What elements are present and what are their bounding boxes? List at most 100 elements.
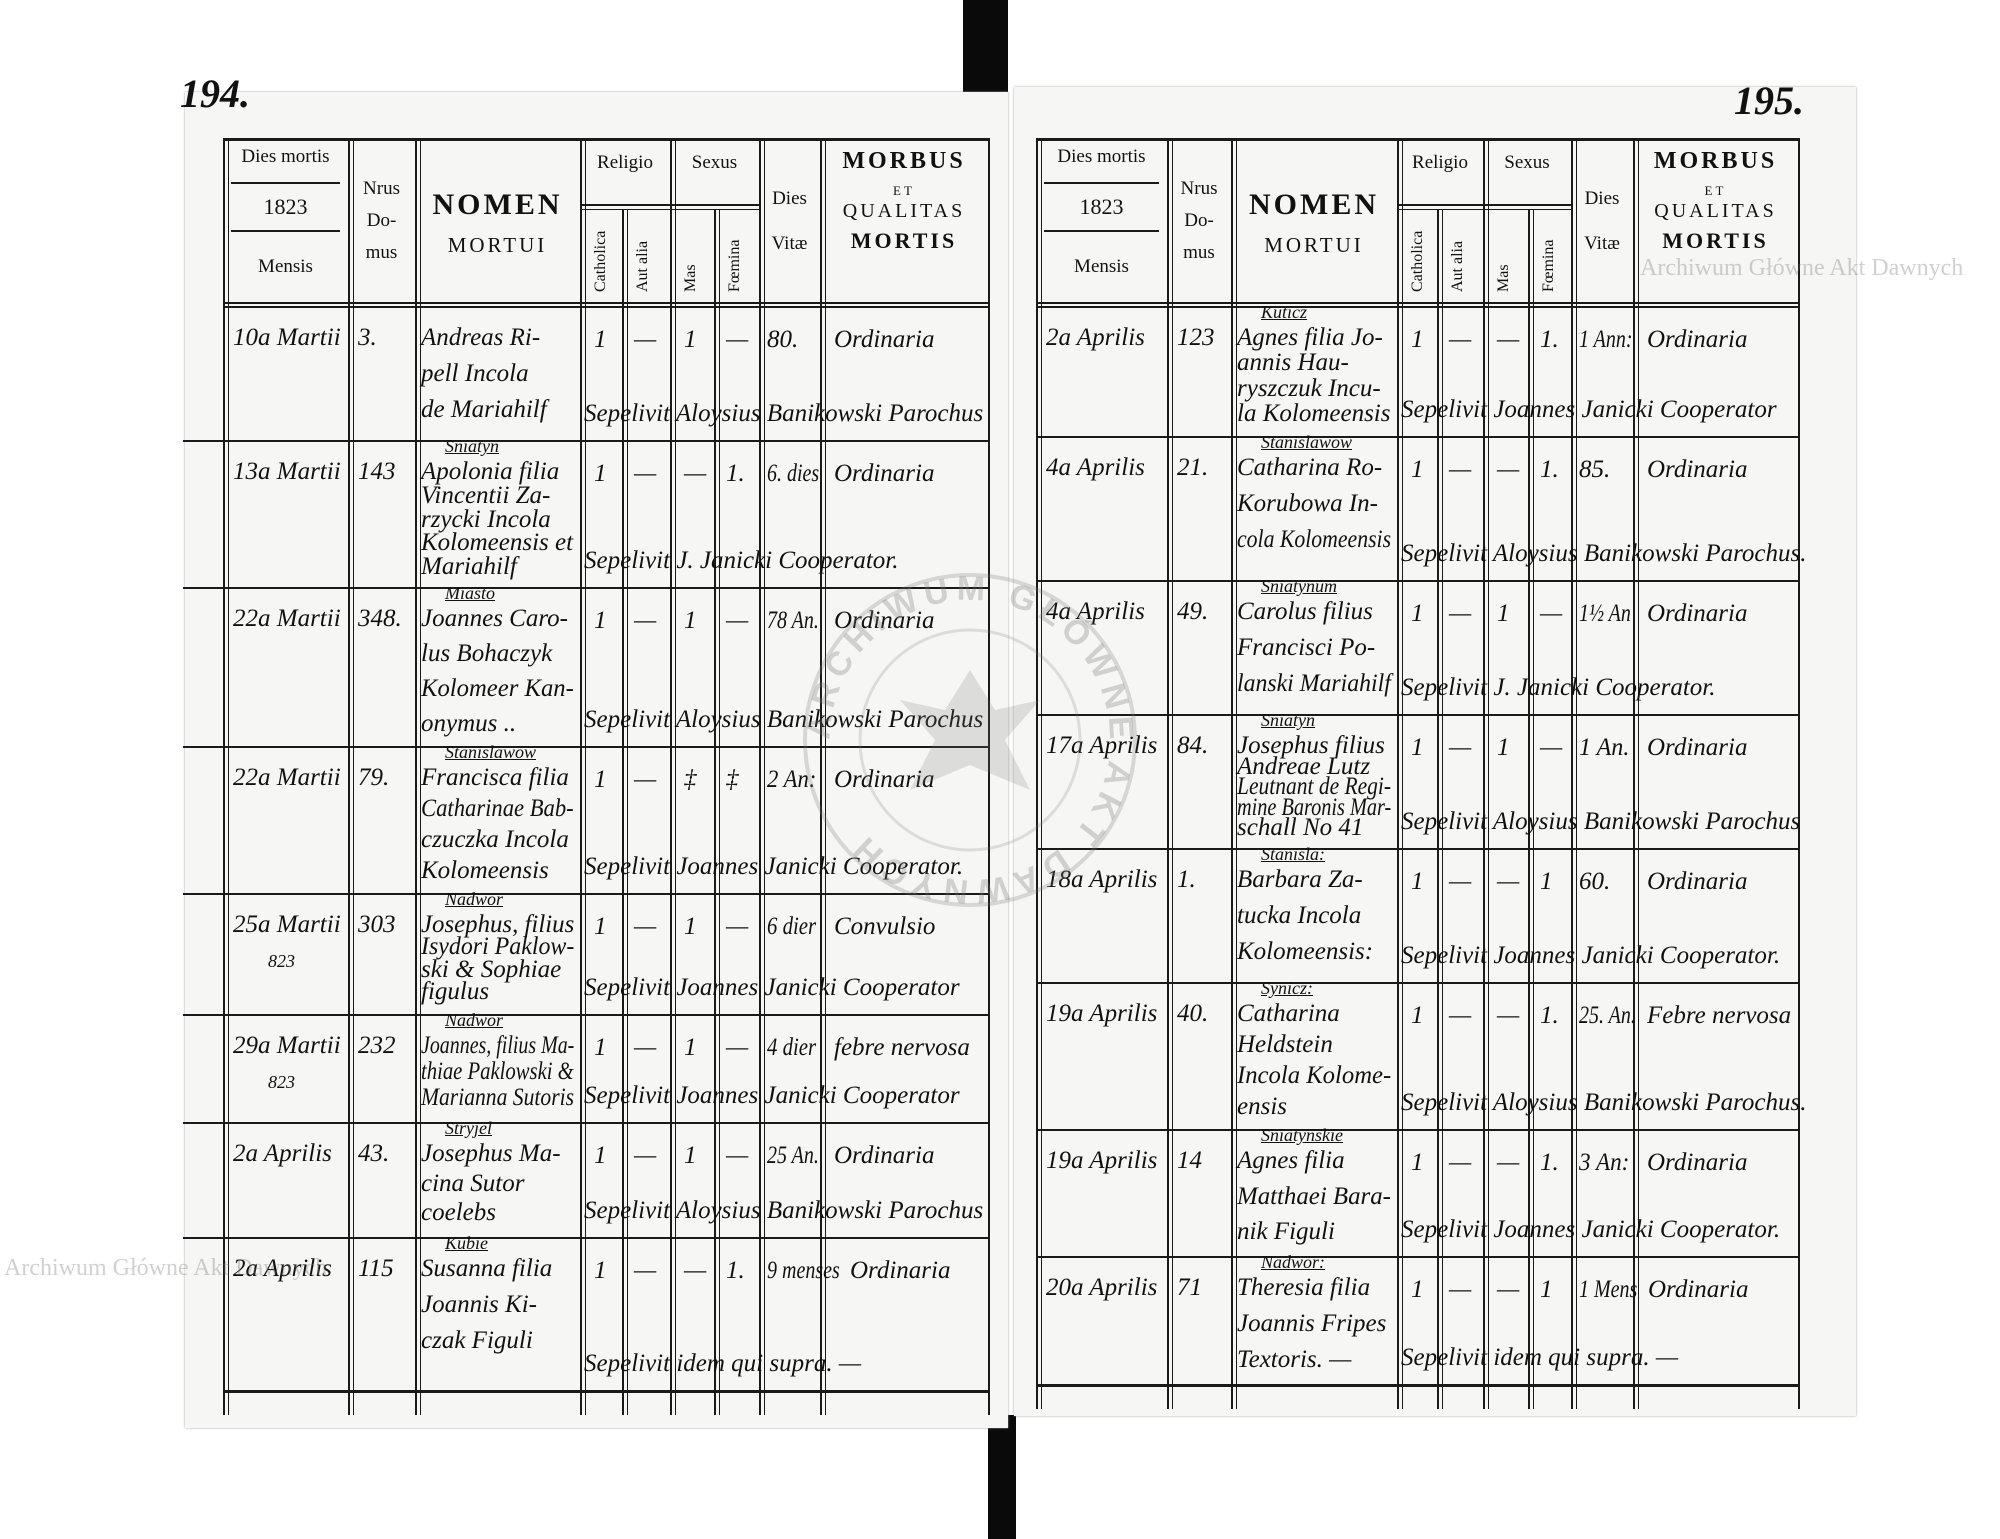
deceased-name-line: Joannes Caro- [421,605,568,632]
table-bottom-border [1036,1384,1798,1387]
deceased-name-line: schall No 41 [1237,814,1364,841]
morbus-value: Ordinaria [1647,326,1748,353]
death-date: 17a Aprilis [1046,732,1158,759]
column-line-double [353,138,354,1415]
header-morbus: MORBUS [1653,148,1778,174]
dies-vitae-value: 85. [1579,456,1611,483]
deceased-name-line: Andreas Ri- [421,324,541,351]
deceased-name-line: lanski Mariahilf [1237,670,1391,697]
dies-vitae-value: 25 An. [767,1142,819,1169]
deceased-name-line: mine Baronis Mar- [1237,793,1392,821]
femina-value: 1. [726,460,745,487]
header-nrus-domus: Do- [1184,210,1214,231]
house-number: 1. [1177,866,1196,893]
morbus-value: Ordinaria [1647,600,1748,627]
column-line [1798,138,1800,1409]
sepelivit-note: Sepelivit idem qui supra. — [1401,1344,1679,1371]
deceased-name-line: rzycki Incola [421,505,551,533]
deceased-name-line: Josephus filius [1237,732,1385,759]
sepelivit-note: Sepelivit Aloysius Banikowski Parochus. [1401,540,1807,567]
header-religio-sexus-divider [1397,204,1571,206]
header-date-divider [1044,182,1159,184]
deceased-name-line: Francisci Po- [1237,634,1376,661]
column-line-double [1442,210,1443,1409]
deceased-name-line: Josephus Ma- [421,1140,561,1167]
dies-vitae-value: 25. An. [1579,1002,1636,1029]
deceased-name-line: annis Hau- [1237,349,1349,377]
deceased-name-line: czuczka Incola [421,826,569,853]
row-divider [1036,580,1798,582]
row-divider [183,587,988,589]
column-line-double [1638,138,1639,1409]
village-note: Stanislawow [1261,432,1353,452]
mas-value: — [1497,456,1520,483]
column-line [759,138,761,1415]
deceased-name-line: Catharina Ro- [1237,454,1383,481]
death-date: 22a Martii [233,605,341,632]
house-number: 143 [358,458,396,485]
sepelivit-note: Sepelivit Joannes Janicki Cooperator. [1401,1216,1781,1243]
deceased-name-line: Incola Kolome- [1237,1062,1392,1089]
header-nrus-domus: Nrus [363,178,400,199]
column-line [988,138,990,1415]
catholica-value: 1 [1411,456,1424,483]
header-dies-vitae: Vitæ [771,233,808,254]
morbus-value: Ordinaria [834,766,935,793]
column-line-double [675,138,676,1415]
deceased-name-line: czak Figuli [421,1327,533,1354]
dies-vitae-value: 1½ An [1579,600,1631,627]
deceased-name-line: nik Figuli [1237,1218,1335,1245]
row-divider [183,893,988,895]
header-mortui: MORTUI [1264,233,1364,257]
column-line-double [1402,138,1403,1409]
deceased-name-line: Isydori Paklow- [421,933,575,961]
aut-alia-value: — [1449,868,1472,895]
aut-alia-value: — [1449,1149,1472,1176]
death-date: 22a Martii [233,764,341,791]
header-religio: Religio [1412,152,1468,173]
column-line-double [585,138,586,1415]
morbus-value: Ordinaria [1647,868,1748,895]
dies-vitae-value: 9 menses [767,1257,840,1284]
morbus-value: Febre nervosa [1647,1002,1792,1029]
left-page: 194. Dies mortis 1823 Mensis Nrus Do-mus NOMEN… [180,71,1008,1428]
femina-value: — [726,1142,749,1169]
death-date: 2a Aprilis [233,1255,332,1282]
sepelivit-note: Sepelivit idem qui supra. — [584,1350,862,1377]
header-morbus: MORTIS [850,228,958,253]
morbus-value: Ordinaria [1647,456,1748,483]
row-divider [1036,436,1798,438]
header-nomen: NOMEN [1249,188,1379,221]
village-note: Nadwor: [1261,1252,1326,1272]
morbus-value: febre nervosa [834,1034,970,1061]
header-religio-sexus-divider [1397,209,1571,210]
sepelivit-note: Sepelivit J. Janicki Cooperator. [584,547,899,574]
death-date: 19a Aprilis [1046,1000,1158,1027]
village-note: Stanisla: [1261,844,1326,864]
column-line-double [719,210,720,1415]
aut-alia-value: — [1449,1002,1472,1029]
header-morbus: QUALITAS [1654,200,1777,222]
death-date: 19a Aprilis [1046,1147,1158,1174]
village-note: Kubie [445,1233,488,1253]
column-line-double [627,210,628,1415]
femina-value: 1. [1540,326,1559,353]
deceased-name-line: Matthaei Bara- [1237,1182,1391,1210]
sepelivit-note: Sepelivit Aloysius Banikowski Parochus [584,400,984,427]
village-note: Kuticz [1261,302,1308,322]
table-bottom-border [223,1390,988,1393]
column-line [1633,138,1635,1409]
femina-value: 1. [1540,1149,1559,1176]
catholica-value: 1 [594,1142,607,1169]
aut-alia-value: — [634,913,657,940]
catholica-value: 1 [594,913,607,940]
house-number: 3. [358,324,377,351]
sepelivit-note: Sepelivit Aloysius Banikowski Parochus [584,706,984,733]
header-mensis: Mensis [258,256,313,277]
deceased-name-line: ensis [1237,1093,1287,1120]
deceased-name-line: tucka Incola [1237,902,1362,929]
dies-vitae-value: 78 An. [767,607,819,634]
sepelivit-note: Sepelivit J. Janicki Cooperator. [1401,674,1716,701]
sepelivit-note: Sepelivit Aloysius Banikowski Parochus. [1401,1089,1807,1116]
header-morbus: ET [1704,183,1727,198]
